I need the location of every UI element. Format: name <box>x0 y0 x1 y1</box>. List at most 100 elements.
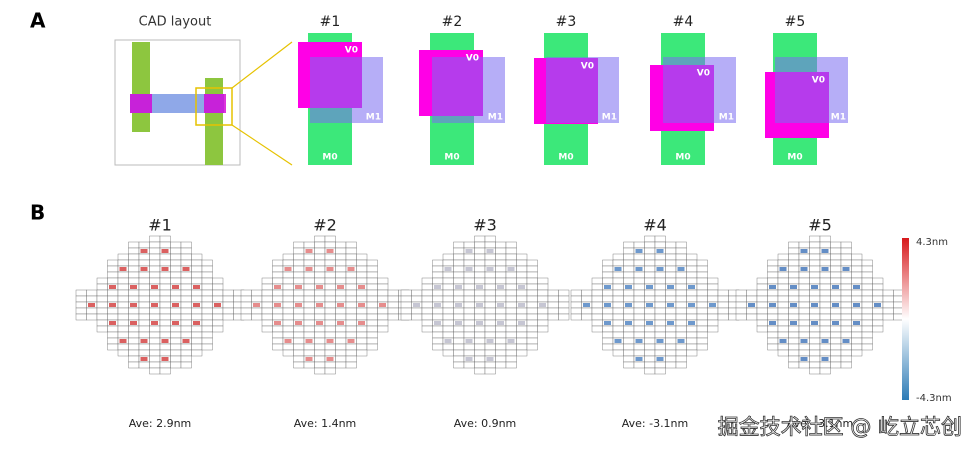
wafer-cell <box>345 283 357 291</box>
wafer-cell <box>345 241 357 249</box>
measure-site <box>295 285 302 289</box>
measure-site <box>119 267 127 271</box>
wafer-cell <box>840 343 852 351</box>
wafer-cell <box>644 325 656 333</box>
wafer-cell <box>495 265 507 273</box>
wafer-cell <box>484 295 496 303</box>
wafer-cell <box>201 295 213 303</box>
wafer-cell <box>128 343 140 351</box>
wafer-cell <box>558 313 570 321</box>
measure-site <box>476 285 483 289</box>
measure-site <box>119 339 127 343</box>
wafer-cell <box>484 277 496 285</box>
wafer-cell <box>623 247 635 255</box>
wafer-cell <box>303 307 315 315</box>
wafer-cell <box>356 271 368 279</box>
wafer-cell <box>777 283 789 291</box>
wafer-cell <box>96 325 108 333</box>
wafer-cell <box>861 271 873 279</box>
wafer-cell <box>644 367 656 375</box>
wafer-cell <box>696 331 708 339</box>
wafer-cell <box>654 235 666 243</box>
wafer-cell <box>345 271 357 279</box>
wafer-cell <box>756 301 768 309</box>
wafer-cell <box>366 259 378 267</box>
wafer-cell <box>442 319 454 327</box>
wafer-cell <box>840 355 852 363</box>
wafer-cell <box>851 295 863 303</box>
measure-site <box>486 267 494 271</box>
wafer-cell <box>798 277 810 285</box>
wafer-cell <box>474 313 486 321</box>
wafer-cell <box>623 289 635 297</box>
wafer-cell <box>324 301 336 309</box>
wafer-cell <box>149 265 161 273</box>
measure-site <box>347 339 355 343</box>
wafer-cell <box>272 295 284 303</box>
m1-square <box>432 57 505 123</box>
wafer-cell <box>777 277 789 285</box>
variant-label: #1 <box>320 14 341 30</box>
wafer-cell <box>180 295 192 303</box>
wafer-cell <box>149 337 161 345</box>
wafer-cell <box>788 271 800 279</box>
wafer-cell <box>128 337 140 345</box>
wafer-cell <box>128 247 140 255</box>
wafer-cell <box>516 325 528 333</box>
wafer-cell <box>735 307 747 315</box>
wafer-cell <box>547 301 559 309</box>
wafer-cell <box>222 289 234 297</box>
wafer-cell <box>819 241 831 249</box>
wafer-cell <box>735 295 747 303</box>
wafer-cell <box>484 241 496 249</box>
wafer-cell <box>191 289 203 297</box>
wafer-cell <box>602 307 614 315</box>
measure-site <box>140 249 148 253</box>
wafer-cell <box>117 331 129 339</box>
wafer-cell <box>767 337 779 345</box>
measure-site <box>109 285 116 289</box>
measure-site <box>284 267 292 271</box>
wafer-cell <box>840 301 852 309</box>
wafer-cell <box>707 307 719 315</box>
wafer-cell <box>633 277 645 285</box>
wafer-cell <box>819 325 831 333</box>
wafer-cell <box>159 343 171 351</box>
wafer-cell <box>442 331 454 339</box>
measure-site <box>497 321 504 325</box>
map-label: #3 <box>473 216 497 235</box>
wafer-cell <box>159 259 171 267</box>
wafer-cell <box>505 295 517 303</box>
wafer-cell <box>366 301 378 309</box>
wafer-cell <box>516 307 528 315</box>
wafer-cell <box>180 271 192 279</box>
measure-site <box>635 339 643 343</box>
wafer-cell <box>377 289 389 297</box>
wafer-cell <box>707 283 719 291</box>
wafer-cell <box>798 361 810 369</box>
wafer-cell <box>453 361 465 369</box>
wafer-cell <box>149 235 161 243</box>
wafer-cell <box>159 349 171 357</box>
measure-site <box>161 357 169 361</box>
map-average: Ave: 1.4nm <box>294 417 357 430</box>
wafer-cell <box>170 253 182 261</box>
wafer-cell <box>840 307 852 315</box>
wafer-cell <box>442 301 454 309</box>
wafer-cell <box>623 343 635 351</box>
wafer-cell <box>107 265 119 273</box>
wafer-cell <box>633 253 645 261</box>
wafer-cell <box>767 307 779 315</box>
wafer-cell <box>484 301 496 309</box>
wafer-cell <box>665 343 677 351</box>
wafer-cell <box>633 283 645 291</box>
wafer-cell <box>623 271 635 279</box>
wafer-cell <box>746 307 758 315</box>
wafer-cell <box>191 259 203 267</box>
wafer-cell <box>686 325 698 333</box>
wafer-cell <box>882 301 894 309</box>
wafer-cell <box>432 259 444 267</box>
measure-site <box>326 357 334 361</box>
wafer-cell <box>128 355 140 363</box>
wafer-cell <box>453 271 465 279</box>
